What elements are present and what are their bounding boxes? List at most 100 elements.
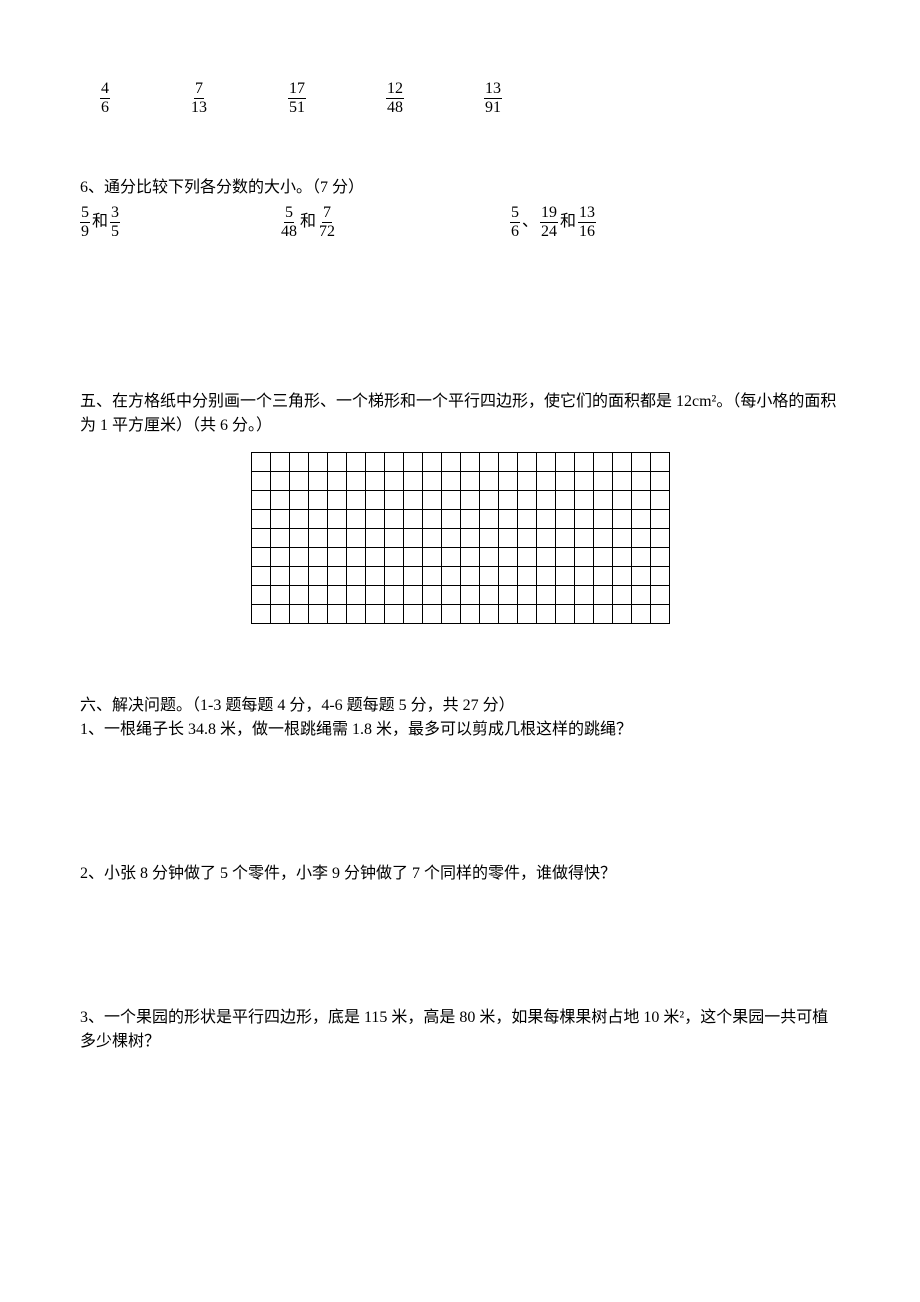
grid-cell (365, 548, 384, 567)
fraction-denominator: 72 (318, 223, 336, 241)
fraction-item: 13 16 (578, 204, 596, 240)
grid-cell (574, 605, 593, 624)
grid-cell (498, 510, 517, 529)
grid-cell (327, 605, 346, 624)
grid-cell (593, 453, 612, 472)
grid-cell (251, 491, 270, 510)
grid-cell (593, 548, 612, 567)
grid-cell (289, 491, 308, 510)
grid-cell (422, 510, 441, 529)
grid-cell (327, 586, 346, 605)
problem-3: 3、一个果园的形状是平行四边形，底是 115 米，高是 80 米，如果每棵果树占… (80, 1006, 840, 1054)
grid-cell (498, 472, 517, 491)
grid-cell (631, 453, 650, 472)
grid-cell (308, 586, 327, 605)
grid-cell (574, 548, 593, 567)
grid-cell (327, 548, 346, 567)
grid-cell (574, 586, 593, 605)
fraction-item: 3 5 (110, 204, 120, 240)
fraction-list-row: 4 6 7 13 17 51 12 48 13 91 (100, 80, 840, 116)
grid-cell (612, 567, 631, 586)
grid-cell (251, 529, 270, 548)
grid-cell (384, 510, 403, 529)
conjunction-text: 和 (560, 210, 576, 234)
grid-cell (422, 529, 441, 548)
grid-cell (365, 472, 384, 491)
grid-cell (365, 567, 384, 586)
grid-cell (441, 529, 460, 548)
section-6-heading: 六、解决问题。（1-3 题每题 4 分，4-6 题每题 5 分，共 27 分） (80, 694, 840, 718)
grid-cell (251, 548, 270, 567)
grid-cell (536, 491, 555, 510)
fraction-denominator: 91 (484, 99, 502, 117)
grid-cell (403, 491, 422, 510)
fraction-numerator: 13 (484, 80, 502, 99)
grid-cell (422, 491, 441, 510)
grid-cell (441, 605, 460, 624)
grid-cell (270, 586, 289, 605)
grid-cell (555, 510, 574, 529)
grid-cell (346, 548, 365, 567)
grid-cell (365, 586, 384, 605)
fraction-numerator: 13 (578, 204, 596, 223)
grid-cell (346, 567, 365, 586)
grid-cell (346, 586, 365, 605)
grid-cell (460, 472, 479, 491)
grid-cell (251, 510, 270, 529)
grid-cell (593, 491, 612, 510)
grid-cell (479, 567, 498, 586)
grid-cell (631, 510, 650, 529)
grid-cell (593, 510, 612, 529)
grid-cell (536, 529, 555, 548)
conjunction-text: 和 (300, 210, 316, 234)
grid-cell (536, 510, 555, 529)
fraction-item: 17 51 (288, 80, 306, 116)
grid-cell (631, 529, 650, 548)
grid-cell (289, 567, 308, 586)
grid-cell (498, 586, 517, 605)
grid-cell (517, 567, 536, 586)
grid-cell (441, 586, 460, 605)
grid-cell (308, 510, 327, 529)
grid-cell (612, 605, 631, 624)
fraction-item: 5 6 (510, 204, 520, 240)
grid-cell (517, 548, 536, 567)
grid-cell (422, 586, 441, 605)
grid-cell (479, 605, 498, 624)
grid-cell (308, 529, 327, 548)
grid-cell (327, 491, 346, 510)
grid-paper (251, 452, 670, 624)
grid-cell (308, 472, 327, 491)
grid-cell (650, 472, 669, 491)
grid-cell (555, 529, 574, 548)
grid-cell (441, 567, 460, 586)
grid-cell (270, 453, 289, 472)
grid-cell (270, 529, 289, 548)
grid-paper-wrap (80, 452, 840, 624)
grid-cell (479, 472, 498, 491)
grid-cell (612, 586, 631, 605)
fraction-denominator: 24 (540, 223, 558, 241)
grid-cell (574, 510, 593, 529)
grid-cell (517, 453, 536, 472)
conjunction-text: 和 (92, 210, 108, 234)
grid-cell (555, 472, 574, 491)
grid-cell (631, 605, 650, 624)
grid-cell (536, 548, 555, 567)
grid-cell (650, 491, 669, 510)
fraction-denominator: 51 (288, 99, 306, 117)
grid-cell (650, 567, 669, 586)
grid-cell (308, 605, 327, 624)
grid-cell (384, 605, 403, 624)
grid-cell (365, 491, 384, 510)
fraction-numerator: 4 (100, 80, 110, 99)
grid-cell (308, 548, 327, 567)
question-6-groups: 5 9 和 3 5 5 48 和 7 72 5 6 、 19 24 和 13 (80, 204, 840, 240)
grid-cell (365, 453, 384, 472)
grid-cell (593, 472, 612, 491)
grid-cell (479, 529, 498, 548)
grid-cell (327, 472, 346, 491)
fraction-compare-group: 5 9 和 3 5 (80, 204, 280, 240)
grid-cell (403, 548, 422, 567)
grid-cell (403, 472, 422, 491)
